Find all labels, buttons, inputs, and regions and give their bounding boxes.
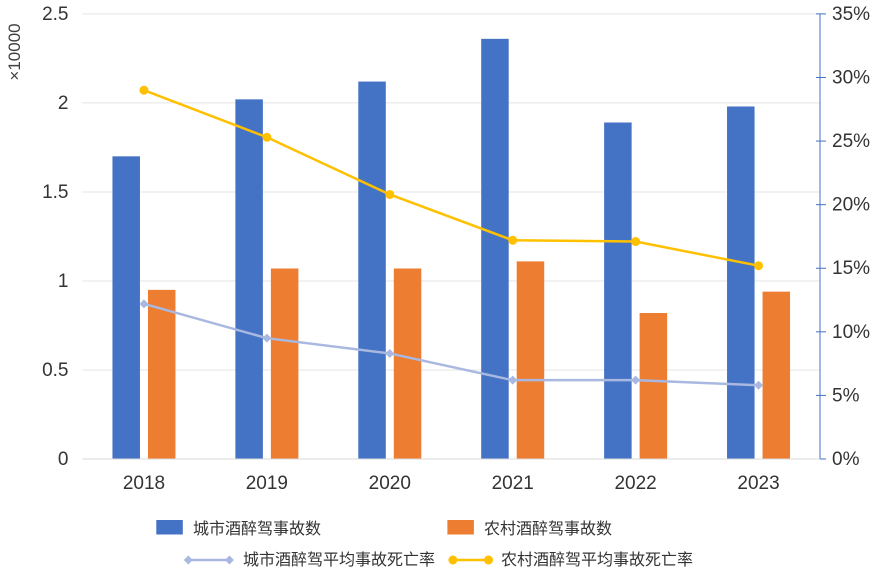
svg-text:×10000: ×10000 (5, 23, 24, 80)
svg-text:2022: 2022 (614, 473, 656, 494)
svg-text:农村酒醉驾事故数: 农村酒醉驾事故数 (484, 520, 612, 538)
svg-text:0: 0 (58, 449, 69, 470)
svg-text:20%: 20% (832, 195, 870, 216)
svg-text:25%: 25% (832, 131, 870, 152)
svg-text:2021: 2021 (492, 473, 534, 494)
svg-text:15%: 15% (832, 258, 870, 279)
svg-text:30%: 30% (832, 67, 870, 88)
svg-text:2: 2 (58, 93, 69, 114)
svg-text:1: 1 (58, 271, 69, 292)
svg-text:1.5: 1.5 (42, 182, 68, 203)
svg-text:35%: 35% (832, 4, 870, 25)
svg-text:城市酒醉驾事故数: 城市酒醉驾事故数 (193, 520, 321, 538)
svg-text:0%: 0% (832, 449, 860, 470)
svg-text:0.5: 0.5 (42, 360, 68, 381)
svg-text:2.5: 2.5 (42, 4, 68, 25)
svg-text:农村酒醉驾平均事故死亡率: 农村酒醉驾平均事故死亡率 (501, 551, 693, 569)
svg-text:2023: 2023 (737, 473, 779, 494)
svg-text:2020: 2020 (369, 473, 411, 494)
svg-text:2019: 2019 (246, 473, 288, 494)
svg-text:2018: 2018 (123, 473, 165, 494)
svg-text:5%: 5% (832, 385, 860, 406)
svg-text:城市酒醉驾平均事故死亡率: 城市酒醉驾平均事故死亡率 (243, 551, 435, 569)
svg-text:10%: 10% (832, 322, 870, 343)
